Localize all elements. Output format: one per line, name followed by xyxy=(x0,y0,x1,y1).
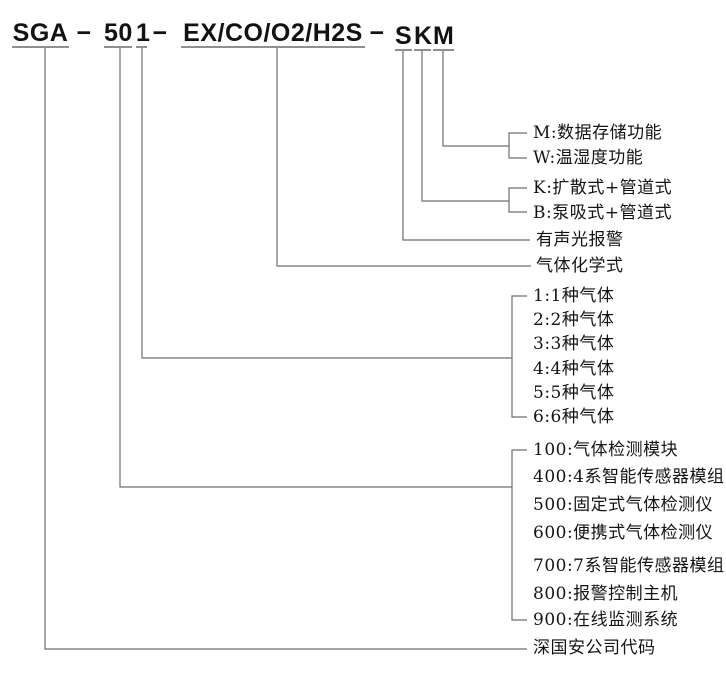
connector-gas-count xyxy=(141,48,512,359)
code-suffix-m: M xyxy=(433,22,455,51)
code-suffix-s: S xyxy=(395,22,413,51)
connector-company xyxy=(44,48,527,650)
label-product-800: 800:报警控制主机 xyxy=(533,584,679,604)
label-sampling-mode-k: K:扩散式+管道式 xyxy=(533,178,673,198)
connector-product-series xyxy=(119,48,512,488)
label-product-500: 500:固定式气体检测仪 xyxy=(533,495,714,515)
code-company: SGA xyxy=(12,19,69,48)
label-gas-count-1: 1:1种气体 xyxy=(533,286,615,306)
code-series-part1: 50 xyxy=(104,19,133,48)
label-product-100: 100:气体检测模块 xyxy=(533,440,679,460)
label-sampling-mode-b: B:泵吸式+管道式 xyxy=(533,203,672,223)
label-gas-count-2: 2:2种气体 xyxy=(533,310,615,330)
label-storage-function-m: M:数据存储功能 xyxy=(533,123,663,143)
label-company-code: 深国安公司代码 xyxy=(533,638,656,658)
label-storage-function-w: W:温湿度功能 xyxy=(533,148,644,168)
separator-dash: − xyxy=(152,19,168,47)
code-gases: EX/CO/O2/H2S xyxy=(181,20,365,48)
label-product-900: 900:在线监测系统 xyxy=(533,610,679,630)
label-alarm: 有声光报警 xyxy=(536,230,624,250)
label-product-400: 400:4系智能传感器模组 xyxy=(533,467,725,487)
connector-sampling-mode xyxy=(421,51,509,202)
label-gas-count-4: 4:4种气体 xyxy=(533,359,615,379)
code-suffix-k: K xyxy=(414,22,433,51)
code-series-part2: 1 xyxy=(136,19,151,48)
bracket-product-series xyxy=(511,449,527,621)
label-product-600: 600:便携式气体检测仪 xyxy=(533,523,714,543)
label-gas-count-3: 3:3种气体 xyxy=(533,334,615,354)
bracket-gas-count xyxy=(511,295,527,418)
label-gas-type: 气体化学式 xyxy=(536,256,624,276)
connector-alarm xyxy=(402,51,530,241)
connector-gas-type xyxy=(276,47,531,267)
label-product-700: 700:7系智能传感器模组 xyxy=(533,556,725,576)
connector-storage-function xyxy=(442,51,509,147)
bracket-storage-function xyxy=(508,132,527,159)
bracket-sampling-mode xyxy=(508,187,527,213)
separator-dash: − xyxy=(369,19,385,47)
separator-dash: − xyxy=(76,19,92,47)
label-gas-count-5: 5:5种气体 xyxy=(533,383,615,403)
label-gas-count-6: 6:6种气体 xyxy=(533,407,615,427)
